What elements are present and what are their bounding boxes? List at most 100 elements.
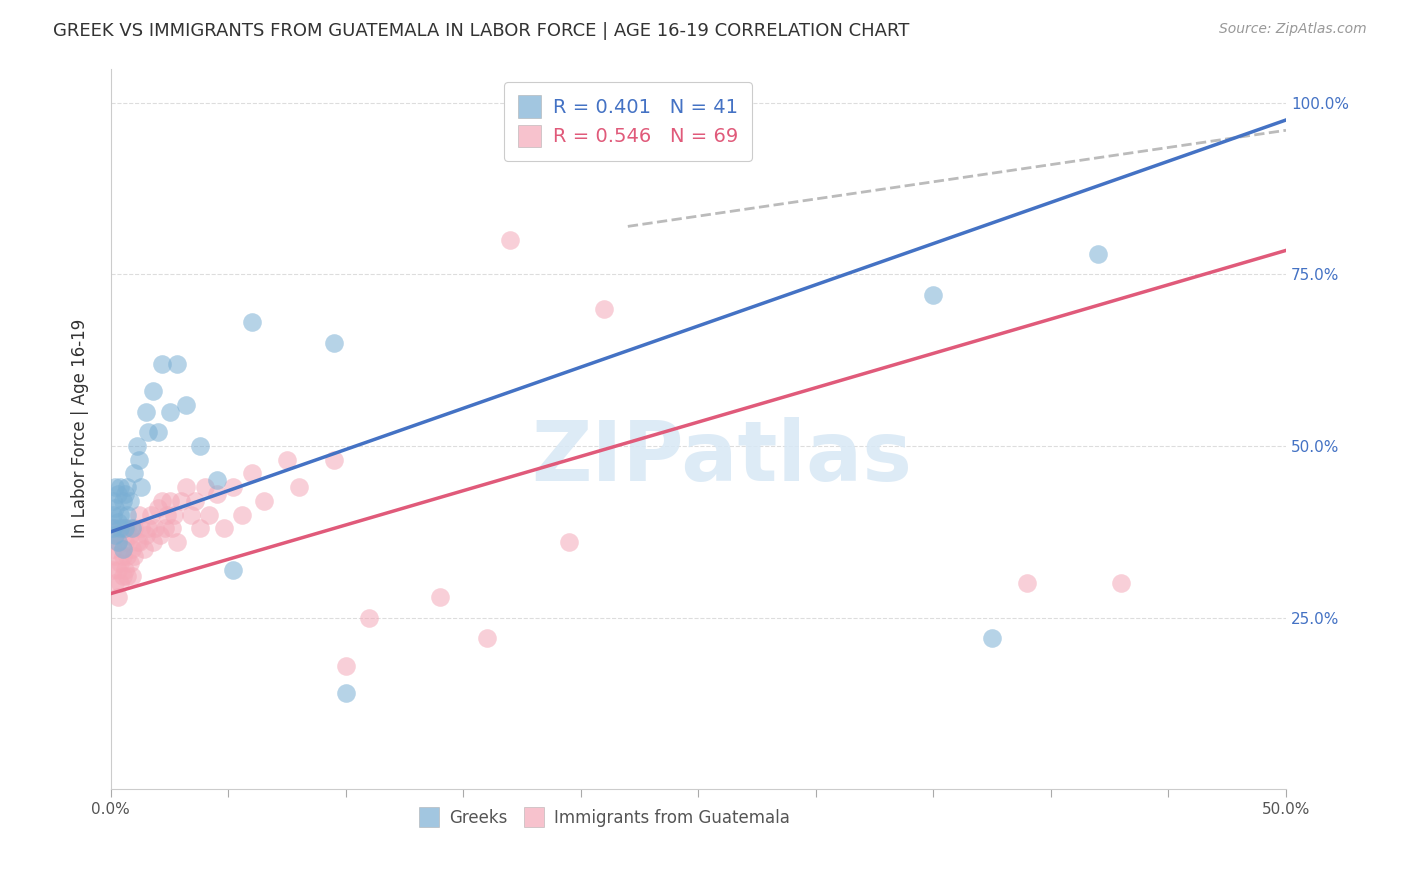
Point (174, 480, 197, 494)
Point (205, 487, 228, 501)
Point (139, 508, 162, 522)
Point (111, 569, 134, 583)
Point (107, 535, 129, 549)
Point (131, 521, 153, 535)
Point (122, 521, 145, 535)
Point (475, 631, 498, 645)
Point (107, 563, 129, 577)
Point (114, 535, 136, 549)
Point (138, 521, 160, 535)
Legend: Greeks, Immigrants from Guatemala: Greeks, Immigrants from Guatemala (411, 799, 799, 835)
Point (252, 494, 274, 508)
Point (276, 452, 298, 467)
Point (104, 528, 127, 542)
Point (145, 521, 167, 535)
Point (981, 631, 1004, 645)
Point (166, 535, 188, 549)
Point (107, 590, 129, 604)
Point (1017, 576, 1039, 591)
Point (115, 521, 138, 535)
Text: GREEK VS IMMIGRANTS FROM GUATEMALA IN LABOR FORCE | AGE 16-19 CORRELATION CHART: GREEK VS IMMIGRANTS FROM GUATEMALA IN LA… (53, 22, 910, 40)
Point (104, 549, 127, 563)
Point (188, 521, 211, 535)
Point (138, 425, 160, 440)
Point (222, 480, 245, 494)
Point (107, 515, 129, 529)
Point (115, 549, 138, 563)
Point (135, 405, 157, 419)
Point (323, 336, 346, 351)
Point (107, 487, 129, 501)
Point (142, 535, 165, 549)
Y-axis label: In Labor Force | Age 16-19: In Labor Force | Age 16-19 (72, 319, 89, 539)
Point (108, 508, 131, 522)
Point (121, 521, 143, 535)
Point (240, 316, 263, 330)
Point (231, 508, 253, 522)
Point (170, 494, 193, 508)
Point (922, 288, 945, 302)
Point (128, 452, 150, 467)
Point (429, 590, 451, 604)
Point (323, 452, 346, 467)
Text: ZIPatlas: ZIPatlas (531, 417, 912, 499)
Point (108, 480, 131, 494)
Point (128, 535, 150, 549)
Point (146, 425, 169, 440)
Point (153, 521, 176, 535)
Point (132, 541, 155, 556)
Point (114, 563, 136, 577)
Point (146, 500, 169, 515)
Point (104, 500, 127, 515)
Point (118, 556, 141, 570)
Point (142, 384, 165, 398)
Point (115, 480, 138, 494)
Text: Source: ZipAtlas.com: Source: ZipAtlas.com (1219, 22, 1367, 37)
Point (222, 563, 245, 577)
Point (114, 521, 136, 535)
Point (115, 508, 138, 522)
Point (359, 610, 381, 624)
Point (115, 569, 138, 583)
Point (156, 508, 179, 522)
Point (125, 535, 148, 549)
Point (194, 480, 217, 494)
Point (101, 508, 124, 522)
Point (104, 521, 127, 535)
Point (111, 521, 134, 535)
Point (149, 528, 172, 542)
Point (122, 467, 145, 481)
Point (163, 508, 186, 522)
Point (104, 480, 127, 494)
Point (152, 357, 174, 371)
Point (184, 494, 207, 508)
Point (121, 569, 143, 583)
Point (335, 686, 357, 700)
Point (240, 467, 263, 481)
Point (104, 576, 127, 591)
Point (1111, 576, 1133, 591)
Point (131, 480, 153, 494)
Point (101, 494, 124, 508)
Point (159, 405, 181, 419)
Point (205, 474, 228, 488)
Point (135, 528, 157, 542)
Point (107, 535, 129, 549)
Point (111, 494, 134, 508)
Point (108, 576, 131, 591)
Point (174, 398, 197, 412)
Point (125, 439, 148, 453)
Point (118, 494, 141, 508)
Point (108, 556, 131, 570)
Point (166, 357, 188, 371)
Point (101, 521, 124, 535)
Point (288, 480, 311, 494)
Point (499, 233, 522, 247)
Point (111, 541, 134, 556)
Point (108, 521, 131, 535)
Point (111, 549, 134, 563)
Point (198, 508, 221, 522)
Point (118, 528, 141, 542)
Point (335, 658, 357, 673)
Point (558, 535, 581, 549)
